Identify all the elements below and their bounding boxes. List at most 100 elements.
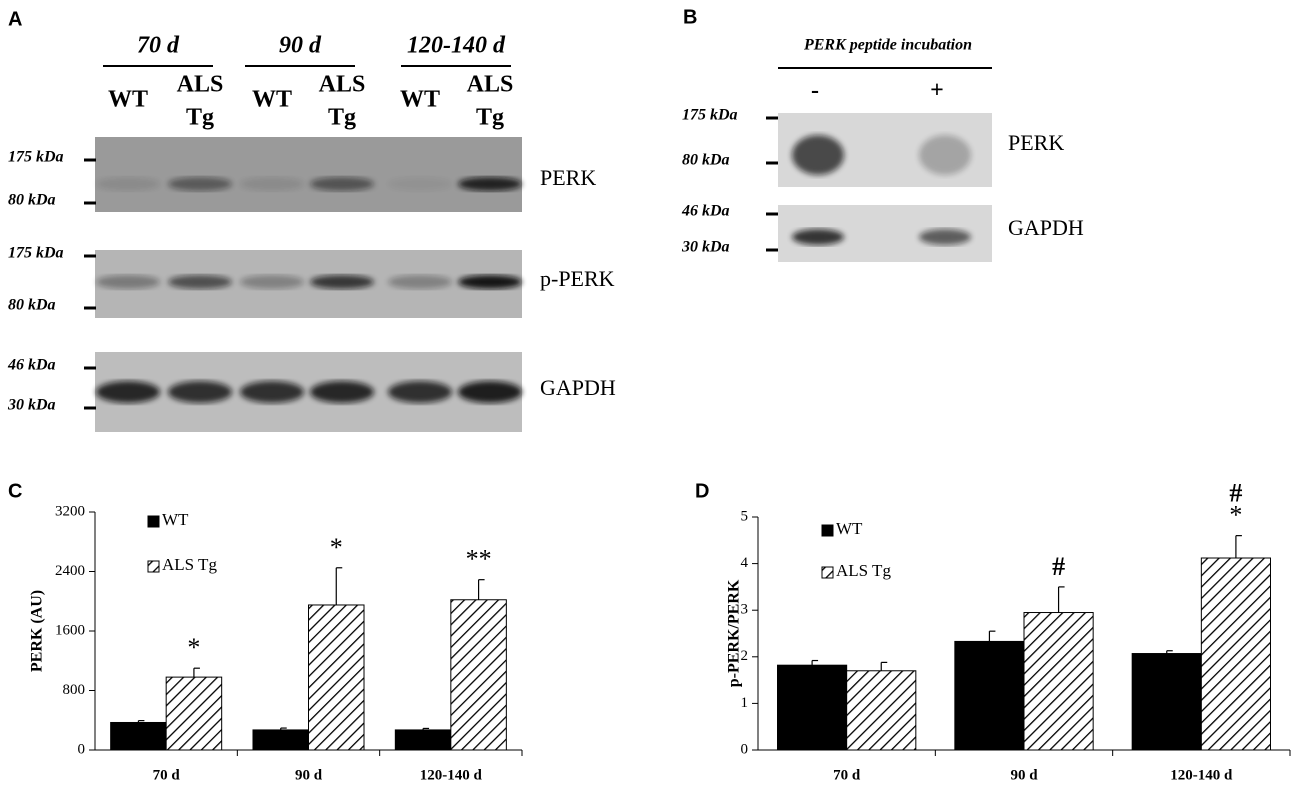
blot-band <box>96 381 160 403</box>
blot-band <box>310 381 374 403</box>
blot-band <box>792 229 844 245</box>
panel-label: C <box>8 480 22 502</box>
kda-label: 80 kDa <box>682 152 730 169</box>
x-tick-label: 70 d <box>153 767 181 783</box>
bar <box>777 664 848 751</box>
significance-mark: * <box>330 533 343 562</box>
legend-label: ALS Tg <box>162 555 217 574</box>
blot-band <box>168 177 232 191</box>
blot-label: GAPDH <box>1008 215 1084 240</box>
bar <box>394 729 452 751</box>
blot-band <box>388 381 452 403</box>
lane-label: ALS <box>467 72 514 98</box>
blot-band <box>240 275 304 289</box>
blot-label: PERK <box>1008 130 1064 155</box>
y-tick-label: 3200 <box>55 503 85 519</box>
legend-swatch <box>147 515 160 528</box>
blot-band <box>388 275 452 289</box>
condition-label: + <box>930 78 944 104</box>
error-bar <box>193 667 200 678</box>
y-axis-label: p-PERK/PERK <box>726 579 743 687</box>
blot-label: p-PERK <box>540 266 615 291</box>
y-tick-label: 2400 <box>55 563 85 579</box>
bar <box>1131 653 1202 751</box>
x-tick-label: 70 d <box>833 767 861 783</box>
bar <box>954 640 1025 751</box>
y-tick-label: 2 <box>741 648 749 664</box>
error-bar <box>880 661 888 671</box>
significance-mark: # <box>1052 552 1065 581</box>
y-tick-label: 1600 <box>55 622 85 638</box>
blot-label: PERK <box>540 165 596 190</box>
blot-band <box>240 177 304 191</box>
x-tick-label: 120-140 d <box>420 767 483 783</box>
kda-label: 80 kDa <box>8 297 56 314</box>
kda-label: 80 kDa <box>8 192 56 209</box>
blot-band <box>458 275 522 289</box>
kda-label: 30 kDa <box>681 239 730 256</box>
y-tick-label: 800 <box>63 682 86 698</box>
error-bar <box>137 720 145 723</box>
blot-band <box>240 381 304 403</box>
x-tick-label: 90 d <box>295 767 323 783</box>
bar <box>110 721 167 751</box>
blot-band <box>96 275 160 289</box>
significance-mark: * <box>187 633 200 662</box>
x-tick-label: 90 d <box>1010 767 1038 783</box>
legend-swatch <box>821 524 834 537</box>
blot-band <box>919 135 971 175</box>
bar <box>846 670 917 751</box>
lane-label: Tg <box>328 105 356 131</box>
group-header: 90 d <box>279 33 322 59</box>
error-bar <box>1235 535 1242 559</box>
condition-label: - <box>811 78 819 104</box>
bar <box>450 599 507 751</box>
bar <box>308 604 365 751</box>
kda-label: 46 kDa <box>7 357 56 374</box>
blot-band <box>310 177 374 191</box>
lane-label: WT <box>108 87 148 113</box>
kda-label: 175 kDa <box>682 107 738 124</box>
error-bar <box>280 727 287 730</box>
significance-mark: * <box>1229 501 1242 530</box>
blot-label: GAPDH <box>540 375 616 400</box>
kda-label: 175 kDa <box>8 149 64 166</box>
bar <box>1023 612 1094 751</box>
blot-band <box>310 275 374 289</box>
y-tick-label: 0 <box>78 741 86 757</box>
group-header: 70 d <box>137 33 180 59</box>
error-bar <box>1166 650 1173 654</box>
blot-band <box>458 381 522 403</box>
panel-label: D <box>695 480 709 502</box>
significance-mark: ** <box>466 545 492 574</box>
lane-label: Tg <box>476 105 504 131</box>
blot-group <box>778 205 992 262</box>
error-bar <box>422 727 430 730</box>
y-tick-label: 1 <box>741 695 749 711</box>
y-tick-label: 0 <box>741 741 749 757</box>
blot <box>95 137 522 212</box>
blot-band <box>168 381 232 403</box>
lane-label: WT <box>252 87 292 113</box>
blot-band <box>96 177 160 191</box>
blot <box>95 250 522 318</box>
kda-label: 175 kDa <box>8 245 64 262</box>
panel-label: B <box>683 6 697 28</box>
blot-band <box>792 135 844 175</box>
lane-label: Tg <box>186 105 214 131</box>
y-tick-label: 3 <box>741 602 749 618</box>
x-tick-label: 120-140 d <box>1170 767 1233 783</box>
kda-label: 30 kDa <box>7 397 56 414</box>
y-tick-label: 4 <box>741 555 749 571</box>
blot-group <box>95 250 522 318</box>
legend-label: ALS Tg <box>836 561 891 580</box>
error-bar <box>1057 586 1065 613</box>
panel-title: PERK peptide incubation <box>803 37 972 54</box>
group-header: 120-140 d <box>407 33 506 59</box>
bar <box>1200 557 1271 751</box>
lane-label: ALS <box>177 72 224 98</box>
bar <box>252 729 310 751</box>
legend-label: WT <box>836 519 863 538</box>
blot-band <box>388 177 452 191</box>
